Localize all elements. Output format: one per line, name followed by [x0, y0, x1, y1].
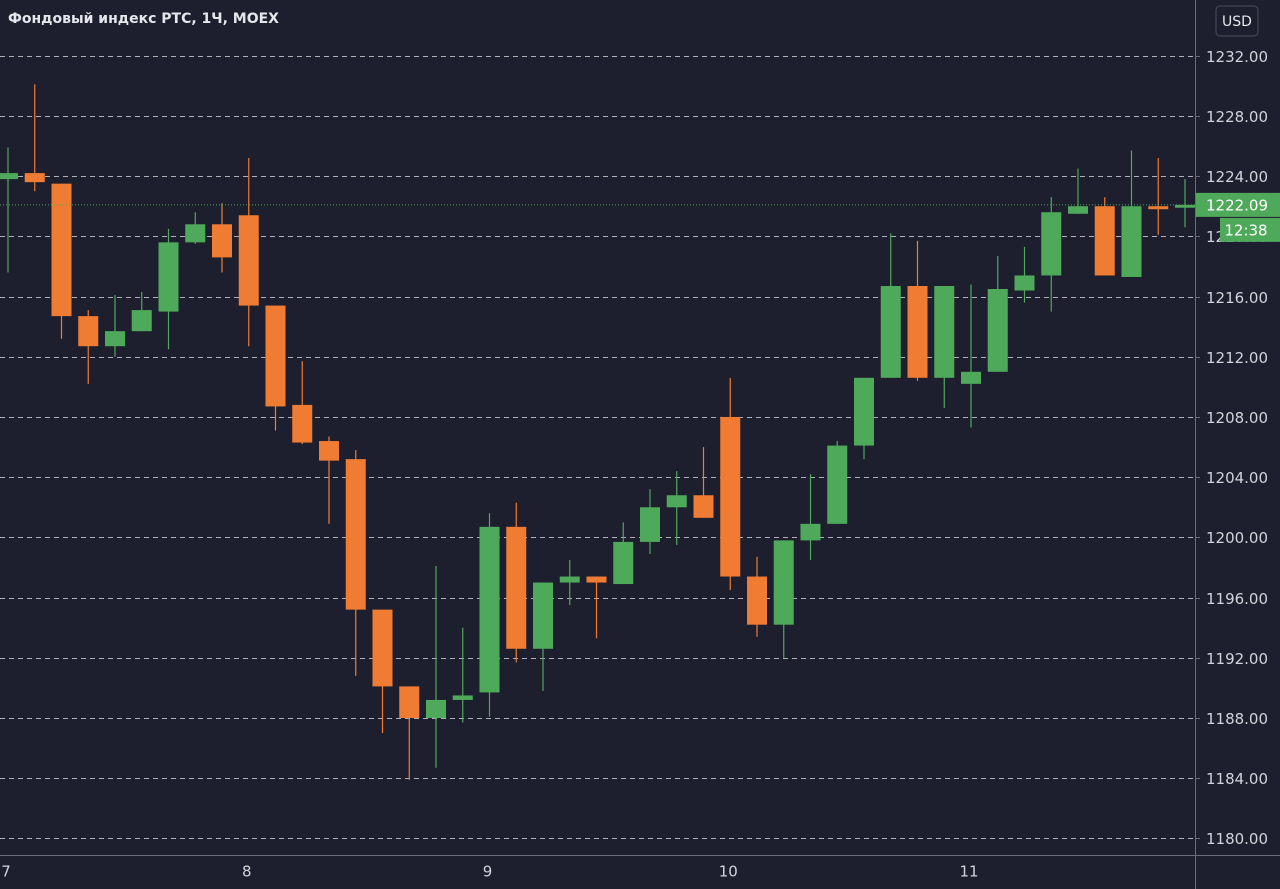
x-tick-label: 8	[242, 863, 252, 881]
y-tick-label: 1224.00	[1206, 168, 1268, 186]
last-price-label: 1222.09	[1206, 196, 1268, 214]
candle-body	[0, 173, 18, 180]
x-tick-label: 10	[719, 863, 738, 881]
candle-body	[319, 441, 339, 461]
countdown-label: 12:38	[1224, 221, 1267, 239]
candle-body	[1094, 206, 1115, 276]
y-tick-label: 1208.00	[1206, 409, 1268, 427]
y-tick-label: 1212.00	[1206, 349, 1268, 367]
candle-body	[987, 289, 1008, 372]
candle-body	[693, 495, 714, 518]
currency-label[interactable]: USD	[1222, 14, 1252, 30]
candle-body	[854, 377, 874, 446]
candle-body	[666, 495, 687, 508]
candle-body	[131, 310, 152, 332]
candle-body	[773, 540, 794, 625]
candle-body	[559, 576, 580, 583]
candle-body	[747, 576, 767, 625]
candle-body	[800, 523, 821, 541]
candle-body	[426, 699, 446, 719]
candle-body	[78, 316, 99, 347]
y-tick-label: 1200.00	[1206, 529, 1268, 547]
candle-body	[586, 576, 607, 583]
y-tick-label: 1196.00	[1206, 590, 1268, 608]
x-tick-label: 7	[1, 863, 11, 881]
y-tick-label: 1204.00	[1206, 469, 1268, 487]
candle-body	[827, 445, 848, 524]
candle-body	[1041, 212, 1062, 276]
candle-body	[934, 286, 955, 378]
candle-body	[185, 224, 206, 243]
candle-body	[399, 686, 420, 719]
candle-body	[1175, 204, 1195, 208]
candle-body	[533, 582, 553, 649]
candle-body	[961, 371, 981, 384]
candle-body	[1068, 206, 1088, 214]
candle-body	[158, 242, 179, 312]
candle-body	[640, 507, 660, 542]
y-tick-label: 1192.00	[1206, 650, 1268, 668]
candle-body	[452, 695, 473, 700]
x-tick-label: 9	[483, 863, 493, 881]
y-tick-label: 1216.00	[1206, 289, 1268, 307]
x-tick-label: 11	[959, 863, 978, 881]
candle-body	[880, 286, 901, 378]
candle-body	[292, 404, 313, 443]
candle-body	[1148, 206, 1169, 210]
candle-body	[506, 526, 527, 649]
y-tick-label: 1180.00	[1206, 830, 1268, 848]
y-tick-label: 1188.00	[1206, 710, 1268, 728]
candle-body	[720, 416, 741, 577]
candle-body	[1014, 275, 1035, 291]
chart-title: Фондовый индекс РТС, 1Ч, MOEX	[8, 11, 279, 27]
candle-body	[479, 526, 500, 693]
candle-body	[345, 459, 366, 610]
y-tick-label: 1228.00	[1206, 108, 1268, 126]
countdown-badge	[1220, 217, 1280, 242]
y-tick-label: 1232.00	[1206, 48, 1268, 66]
candle-body	[238, 215, 259, 306]
candle-body	[613, 541, 634, 585]
candle-body	[265, 305, 286, 407]
y-tick-label: 1184.00	[1206, 770, 1268, 788]
candle-body	[51, 183, 72, 317]
candle-body	[372, 609, 393, 687]
candle-body	[1121, 206, 1142, 277]
last-price-badge	[1196, 192, 1280, 217]
candle-body	[212, 224, 232, 258]
candle-body	[907, 286, 928, 378]
currency-button[interactable]	[1215, 5, 1259, 37]
candle-body	[105, 331, 125, 347]
candle-body	[24, 173, 45, 183]
